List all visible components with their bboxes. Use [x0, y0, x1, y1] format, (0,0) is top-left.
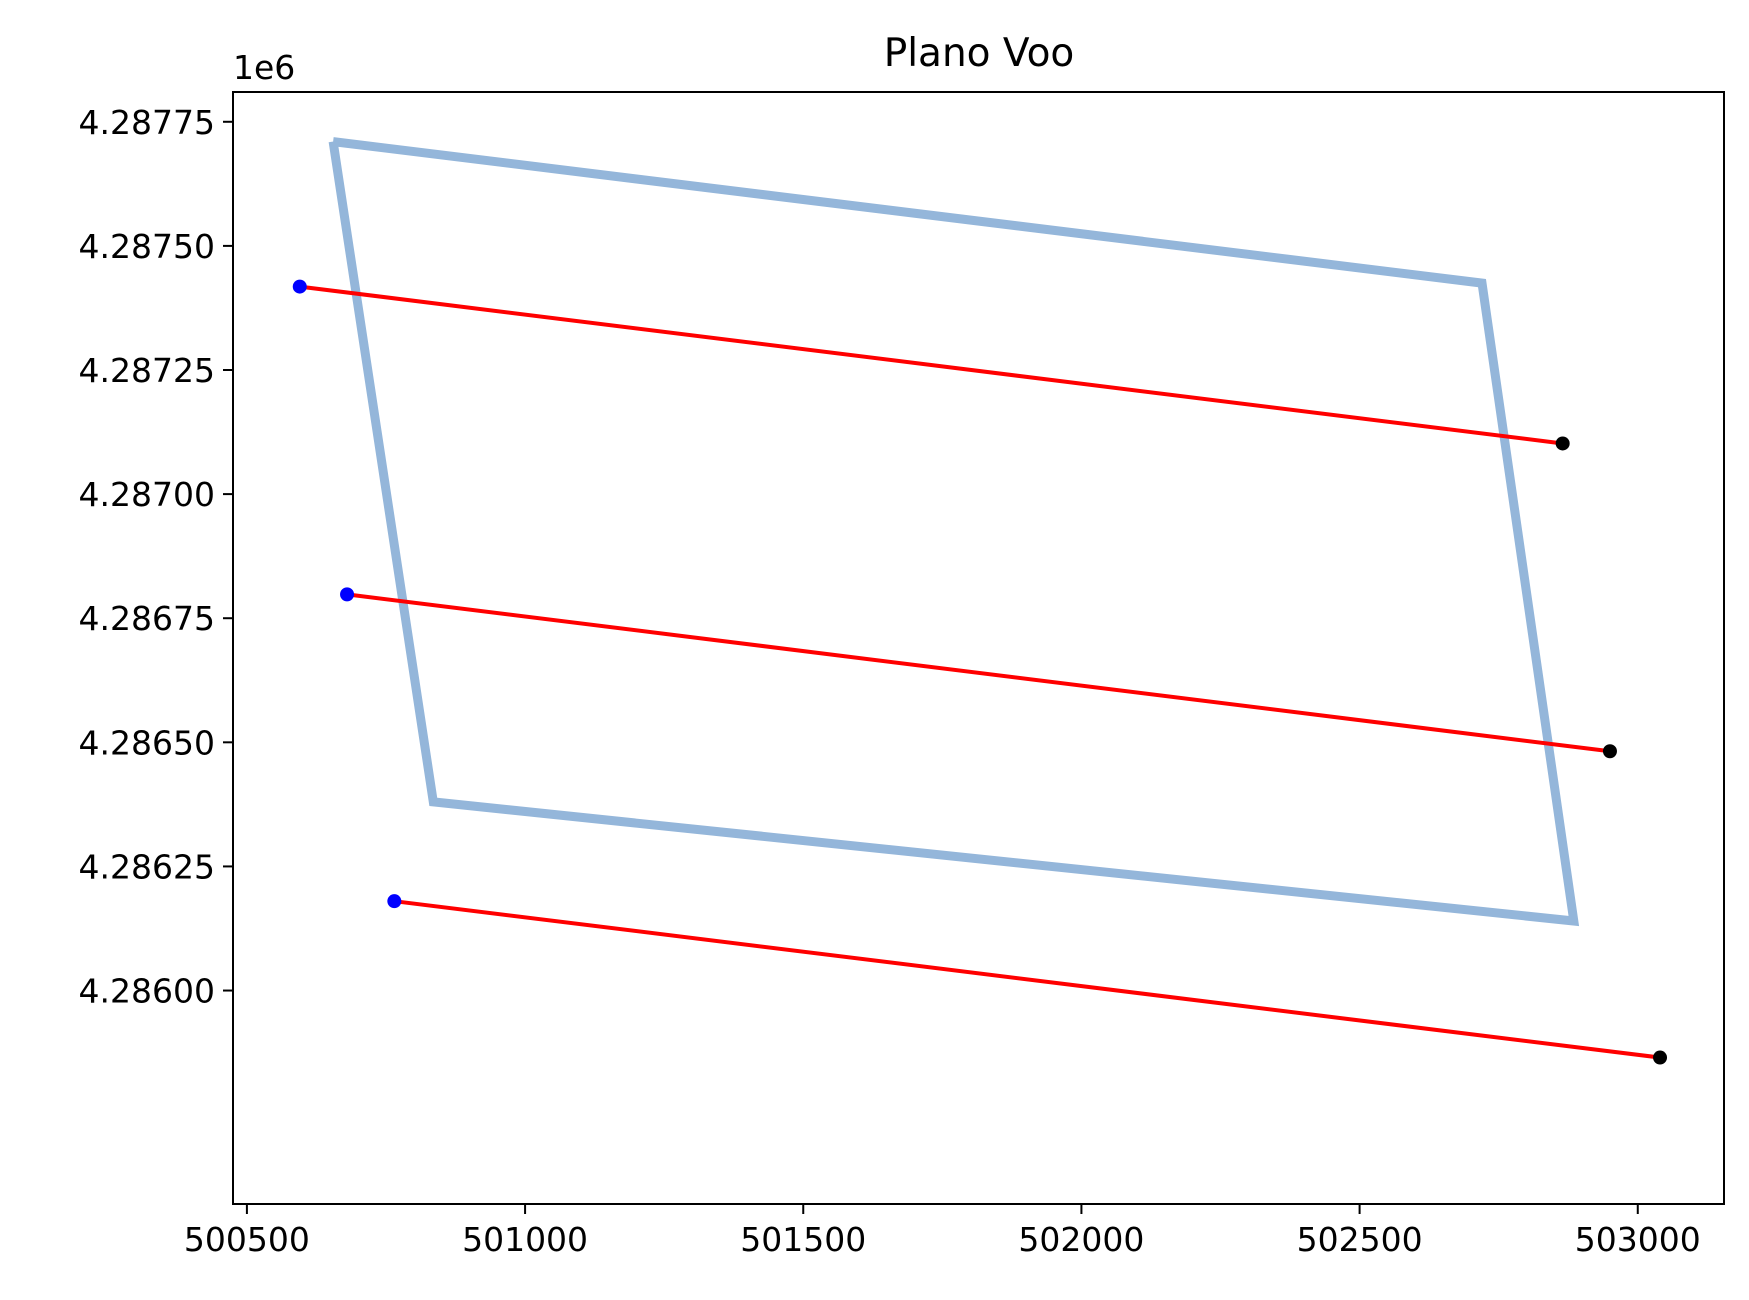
flight-line-1-start-point: [292, 279, 307, 294]
y-axis: 4.28600 4.28625 4.28650 4.28675 4.28700 4.287…: [79, 103, 233, 1011]
y-tick-label: 4.28625: [79, 847, 215, 886]
x-tick-label: 502000: [1018, 1220, 1144, 1259]
flight-line-3: [394, 899, 1661, 1060]
chart-title: Plano Voo: [884, 31, 1075, 76]
flight-line-1: [299, 284, 1563, 446]
y-tick-label: 4.28675: [79, 599, 215, 638]
x-tick-label: 501500: [740, 1220, 866, 1259]
flight-line-3-start-point: [387, 894, 402, 909]
flight-line-2-end-point: [1602, 744, 1617, 759]
y-tick-label: 4.28600: [79, 972, 215, 1011]
y-offset-label: 1e6: [233, 48, 295, 87]
y-tick-label: 4.28775: [79, 103, 215, 142]
flight-line-2: [346, 592, 1611, 754]
y-tick-label: 4.28650: [79, 723, 215, 762]
flight-line-3-end-point: [1653, 1050, 1668, 1065]
boundary-polygon: [328, 137, 1580, 927]
x-tick-label: 502500: [1297, 1220, 1423, 1259]
y-tick-label: 4.28725: [79, 351, 215, 390]
x-axis: 500500 501000 501500 502000 502500 503000: [184, 1204, 1701, 1259]
y-tick-label: 4.28700: [79, 475, 215, 514]
x-tick-label: 503000: [1575, 1220, 1701, 1259]
x-tick-label: 500500: [184, 1220, 310, 1259]
plot-area: [292, 137, 1668, 1065]
axes-frame: [232, 91, 1725, 1205]
flight-line-1-end-point: [1555, 436, 1570, 451]
flight-line-2-start-point: [340, 587, 355, 602]
x-tick-label: 501000: [462, 1220, 588, 1259]
y-tick-label: 4.28750: [79, 227, 215, 266]
